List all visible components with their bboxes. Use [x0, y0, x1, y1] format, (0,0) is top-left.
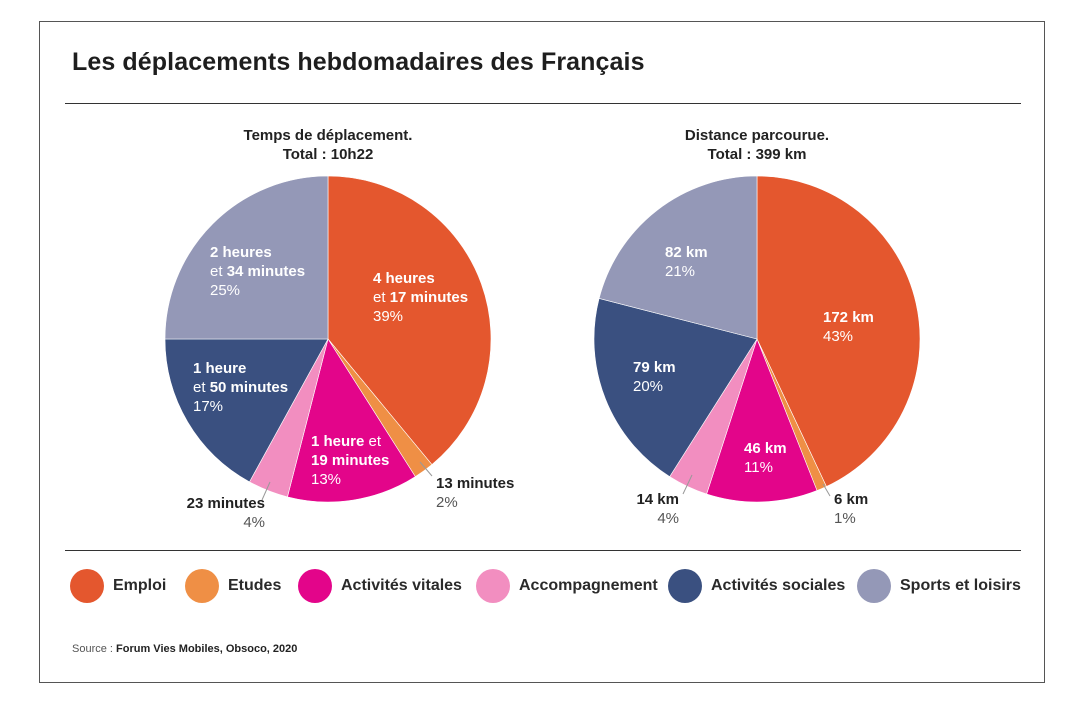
data-label: 82 km 21%	[665, 244, 708, 280]
data-label-text: 14 km	[636, 491, 679, 508]
data-label-text: 82 km	[665, 244, 708, 261]
legend-swatch	[70, 569, 104, 603]
legend-label: Sports et loisirs	[900, 577, 1021, 594]
pie-slice-activit-s-sociales	[593, 298, 758, 478]
leader-line	[822, 483, 831, 497]
data-label-percent: 11%	[744, 459, 773, 476]
bottom-divider	[65, 550, 1021, 551]
data-label-text: 6 km	[834, 491, 868, 508]
data-label-text: et 34 minutes	[210, 263, 305, 280]
data-label-percent: 25%	[210, 282, 240, 299]
data-label-text: et 50 minutes	[193, 379, 288, 396]
data-label-percent: 4%	[657, 510, 679, 527]
data-label: 4 heures et 17 minutes 39%	[373, 270, 468, 325]
legend-item-sports-et-loisirs: Sports et loisirs	[857, 568, 1021, 604]
legend-label: Activités sociales	[711, 577, 846, 594]
source-prefix: Source :	[72, 643, 117, 655]
data-label-text: 13 minutes	[436, 475, 514, 492]
data-label-text: 23 minutes	[187, 495, 265, 512]
data-label-text: 1 heure et	[311, 433, 382, 450]
pie-slice-sports-et-loisirs	[598, 175, 758, 340]
data-label: 2 heures et 34 minutes 25%	[210, 244, 305, 299]
data-label-text: 79 km	[633, 359, 676, 376]
data-label: 79 km 20%	[633, 359, 676, 395]
data-label: 6 km 1%	[834, 491, 868, 527]
figure-frame	[39, 21, 1045, 683]
data-label-percent: 17%	[193, 398, 223, 415]
legend-label: Emploi	[113, 577, 167, 594]
leader-line	[682, 474, 693, 495]
data-label-percent: 2%	[436, 494, 458, 511]
data-label-text: 4 heures	[373, 270, 435, 287]
data-label-percent: 20%	[633, 378, 663, 395]
legend-item-activit-s-vitales: Activités vitales	[298, 568, 462, 604]
data-label-percent: 1%	[834, 510, 856, 527]
data-label-text: 46 km	[744, 440, 787, 457]
pie-slice-sports-et-loisirs	[164, 175, 329, 340]
data-label: 1 heure et 19 minutes 13%	[311, 433, 389, 488]
chart-subtitle: Total : 399 km	[708, 146, 807, 163]
data-label-percent: 21%	[665, 263, 695, 280]
legend-swatch	[298, 569, 332, 603]
legend-label: Accompagnement	[519, 577, 658, 594]
data-label: 14 km 4%	[636, 491, 679, 527]
legend-swatch	[857, 569, 891, 603]
pie-chart-1: Temps de déplacement. Total : 10h22 4 heur…	[164, 127, 514, 531]
data-label-text: et 17 minutes	[373, 289, 468, 306]
pie-chart-2: Distance parcourue. Total : 399 km 172 km 4…	[593, 127, 921, 527]
source-text: Forum Vies Mobiles, Obsoco, 2020	[116, 643, 298, 655]
legend-label: Activités vitales	[341, 577, 462, 594]
leader-line	[419, 461, 433, 477]
data-label: 172 km 43%	[823, 309, 874, 345]
legend-swatch	[476, 569, 510, 603]
data-label-percent: 4%	[243, 514, 265, 531]
data-label: 1 heure et 50 minutes 17%	[193, 360, 288, 415]
legend-item-activit-s-sociales: Activités sociales	[668, 568, 845, 604]
legend-item-accompagnement: Accompagnement	[476, 568, 658, 604]
legend-swatch	[668, 569, 702, 603]
top-divider	[65, 103, 1021, 104]
data-label-text: 172 km	[823, 309, 874, 326]
legend-item-etudes: Etudes	[185, 568, 281, 604]
legend-item-emploi: Emploi	[70, 568, 166, 604]
chart-subtitle: Total : 10h22	[283, 146, 374, 163]
leader-line	[261, 481, 271, 501]
chart-title: Distance parcourue.	[685, 127, 829, 144]
pie-slice-activit-s-vitales	[287, 338, 416, 503]
data-label: 23 minutes 4%	[187, 495, 265, 531]
source-note: Source : Forum Vies Mobiles, Obsoco, 202…	[72, 643, 297, 655]
legend-label: Etudes	[228, 577, 282, 594]
data-label: 13 minutes 2%	[436, 475, 514, 511]
data-label-percent: 39%	[373, 308, 403, 325]
pie-slice-emploi	[756, 175, 921, 487]
pie-slice-activit-s-sociales	[164, 338, 329, 483]
data-label-percent: 13%	[311, 471, 341, 488]
page-title: Les déplacements hebdomadaires des Franç…	[72, 48, 645, 76]
chart-title: Temps de déplacement.	[244, 127, 413, 144]
data-label-percent: 43%	[823, 328, 853, 345]
data-label-text: 1 heure	[193, 360, 246, 377]
data-label-text: 19 minutes	[311, 452, 389, 469]
legend-swatch	[185, 569, 219, 603]
data-label: 46 km 11%	[744, 440, 787, 476]
data-label-text: 2 heures	[210, 244, 272, 261]
pie-slice-activit-s-vitales	[706, 338, 818, 503]
pie-slice-emploi	[327, 175, 492, 466]
